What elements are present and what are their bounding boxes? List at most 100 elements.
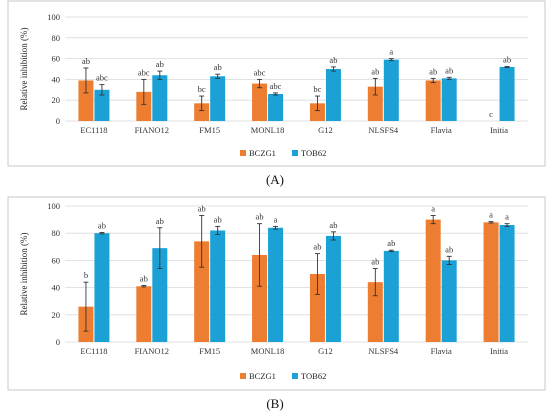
significance-letter: bc	[198, 84, 206, 94]
bar-bczg1	[136, 91, 152, 121]
significance-letter: ab	[445, 244, 453, 254]
bar-tob62	[499, 66, 515, 121]
y-tick-label: 100	[47, 12, 60, 22]
bar-bczg1	[483, 222, 499, 342]
bar-bczg1	[194, 241, 210, 342]
y-tick-label: 40	[52, 74, 61, 84]
significance-letter: bc	[313, 84, 321, 94]
x-tick-label: NLSFS4	[368, 346, 399, 356]
x-tick-label: NLSFS4	[368, 125, 399, 135]
significance-letter: abc	[96, 73, 108, 83]
x-tick-label: MONL18	[251, 125, 285, 135]
significance-letter: ab	[313, 242, 321, 252]
x-tick-label: Initia	[490, 125, 508, 135]
bar-bczg1	[252, 83, 268, 121]
significance-letter: ab	[329, 55, 337, 65]
significance-letter: abc	[270, 81, 282, 91]
x-tick-label: Flavia	[431, 125, 452, 135]
bar-bczg1	[252, 254, 268, 342]
chart-b-svg: 0 20 40 60 80 100 Relative inhibition (%) b ab EC…	[7, 196, 546, 391]
bar-bczg1	[309, 274, 325, 342]
bar-bczg1	[78, 80, 94, 121]
bar-tob62	[94, 89, 110, 121]
bar-bczg1	[309, 103, 325, 121]
significance-letter: abc	[138, 67, 150, 77]
significance-letter: a	[505, 212, 509, 222]
bar-tob62	[268, 93, 284, 121]
y-tick-label: 60	[52, 54, 61, 64]
y-tick-label: 80	[52, 33, 61, 43]
chart-panel-b: 0 20 40 60 80 100 Relative inhibition (%) b ab EC…	[0, 196, 550, 392]
y-tick-label: 20	[52, 95, 61, 105]
x-tick-label: MONL18	[251, 346, 285, 356]
y-tick-label: 60	[52, 255, 61, 265]
significance-letter: c	[489, 109, 493, 119]
significance-letter: ab	[98, 221, 106, 231]
x-tick-label: FM15	[199, 346, 220, 356]
bar-bczg1	[425, 219, 441, 342]
legend-label-tob62: TOB62	[301, 148, 326, 158]
bar-tob62	[210, 76, 226, 121]
chart-panel-a: 0 20 40 60 80 100 Relative inhibition (%) ab abc…	[0, 0, 550, 172]
legend-swatch-bczg1	[240, 373, 246, 379]
bar-tob62	[499, 225, 515, 342]
bar-tob62	[441, 260, 457, 342]
significance-letter: a	[389, 47, 393, 57]
y-axis-label: Relative inhibition (%)	[19, 28, 29, 111]
significance-letter: ab	[256, 212, 264, 222]
bar-tob62	[383, 59, 399, 121]
y-tick-label: 40	[52, 283, 61, 293]
significance-letter: ab	[198, 204, 206, 214]
significance-letter: ab	[445, 65, 453, 75]
significance-letter: ab	[214, 62, 222, 72]
x-tick-label: Initia	[490, 346, 508, 356]
bar-tob62	[210, 230, 226, 342]
legend-label-bczg1: BCZG1	[249, 148, 276, 158]
significance-letter: a	[274, 214, 278, 224]
bar-tob62	[325, 69, 341, 121]
bar-bczg1	[136, 286, 152, 342]
x-tick-label: Flavia	[431, 346, 452, 356]
y-tick-label: 20	[52, 310, 61, 320]
legend-swatch-bczg1	[240, 150, 246, 156]
bar-tob62	[383, 250, 399, 342]
significance-letter: ab	[82, 56, 90, 66]
y-tick-label: 100	[47, 201, 60, 211]
y-tick-label: 0	[56, 116, 60, 126]
bar-tob62	[268, 227, 284, 342]
significance-letter: ab	[329, 220, 337, 230]
significance-letter: ab	[156, 59, 164, 69]
x-tick-label: FM15	[199, 125, 220, 135]
bar-tob62	[441, 78, 457, 121]
y-tick-label: 80	[52, 228, 61, 238]
x-tick-label: FIANO12	[135, 346, 169, 356]
bar-tob62	[152, 75, 168, 121]
significance-letter: ab	[429, 66, 437, 76]
bar-bczg1	[367, 282, 383, 342]
legend-swatch-tob62	[292, 373, 298, 379]
significance-letter: abc	[254, 67, 266, 77]
significance-letter: ab	[214, 214, 222, 224]
caption-b: (B)	[266, 396, 284, 411]
x-tick-label: EC1118	[80, 346, 107, 356]
caption-a: (A)	[265, 172, 285, 187]
bar-bczg1	[194, 103, 210, 121]
legend-label-tob62: TOB62	[301, 371, 326, 381]
significance-letter: ab	[140, 274, 148, 284]
legend-swatch-tob62	[292, 150, 298, 156]
bar-tob62	[94, 233, 110, 342]
y-axis-label: Relative inhibition (%)	[19, 233, 29, 316]
bar-bczg1	[367, 86, 383, 121]
x-tick-label: G12	[318, 125, 333, 135]
bar-bczg1	[425, 80, 441, 121]
significance-letter: ab	[387, 238, 395, 248]
x-tick-label: EC1118	[80, 125, 107, 135]
legend-label-bczg1: BCZG1	[249, 371, 276, 381]
significance-letter: ab	[371, 257, 379, 267]
significance-letter: ab	[156, 216, 164, 226]
x-tick-label: G12	[318, 346, 333, 356]
significance-letter: b	[84, 270, 88, 280]
bar-tob62	[325, 235, 341, 342]
significance-letter: a	[431, 204, 435, 214]
